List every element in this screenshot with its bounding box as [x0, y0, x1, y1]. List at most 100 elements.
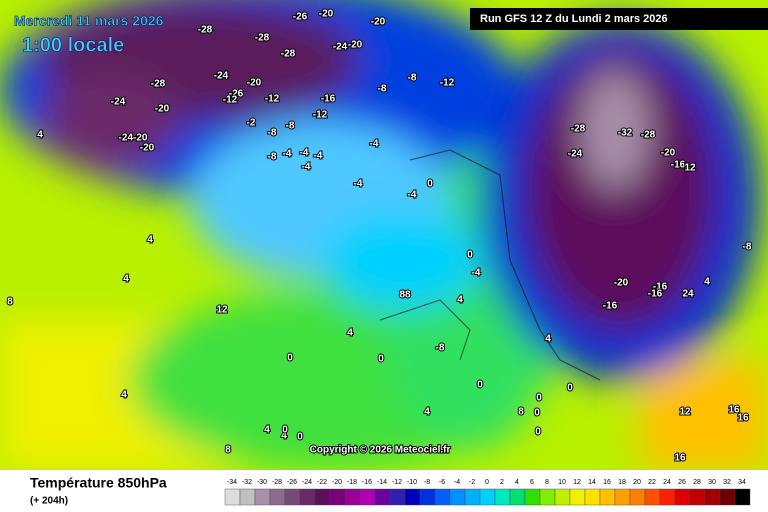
contour-label: -8 [286, 121, 295, 132]
scale-label: -34 [227, 479, 237, 486]
color-scale: -34 -32 -30 -28 -26 -24 -22 -20 -18 -16 -14 -12 -10-… [224, 479, 751, 506]
scale-label: 20 [633, 479, 641, 486]
scale-label: 8 [545, 479, 549, 486]
scale-swatch [434, 488, 451, 506]
contour-label: -20 [155, 104, 170, 115]
contour-label: -20 [614, 278, 629, 289]
scale-swatch [629, 488, 646, 506]
contour-label: -28 [198, 25, 213, 36]
scale-swatch [689, 488, 706, 506]
contour-label: -24 [333, 42, 348, 53]
scale-swatch [344, 488, 361, 506]
scale-label: -24 [302, 479, 312, 486]
forecast-time: 1:00 locale [22, 34, 124, 56]
scale-swatch [509, 488, 526, 506]
scale-label: 12 [573, 479, 581, 486]
contour-label: -8 [436, 343, 445, 354]
contour-label: 0 [567, 383, 573, 394]
scale-label: 26 [678, 479, 686, 486]
scale-label: 24 [663, 479, 671, 486]
contour-label: 4 [704, 277, 710, 288]
map-background [0, 0, 768, 470]
scale-swatch [539, 488, 556, 506]
scale-label: 34 [738, 479, 746, 486]
contour-label: 4 [147, 235, 153, 246]
contour-label: -4 [283, 149, 292, 160]
contour-label: 4 [121, 390, 127, 401]
scale-label: 18 [618, 479, 626, 486]
contour-label: 8 [7, 297, 13, 308]
contour-label: 8 [518, 407, 524, 418]
scale-label: -12 [392, 479, 402, 486]
scale-label: -14 [377, 479, 387, 486]
contour-label: -4 [472, 268, 481, 279]
contour-label: -4 [300, 148, 309, 159]
contour-label: 4 [545, 334, 551, 345]
scale-swatch [389, 488, 406, 506]
scale-label: -8 [424, 479, 430, 486]
contour-label: -28 [571, 124, 586, 135]
scale-swatch [284, 488, 301, 506]
scale-swatch [614, 488, 631, 506]
contour-label: 4 [281, 431, 287, 442]
contour-label: 12 [679, 407, 691, 418]
scale-swatch [479, 488, 496, 506]
scale-swatch [314, 488, 331, 506]
scale-swatch [224, 488, 241, 506]
contour-label: -12 [265, 94, 280, 105]
contour-label: 88 [399, 290, 411, 301]
scale-label: 4 [515, 479, 519, 486]
contour-label: -16 [653, 282, 668, 293]
scale-swatch [359, 488, 376, 506]
contour-label: -4 [370, 139, 379, 150]
scale-swatch [674, 488, 691, 506]
scale-swatch [554, 488, 571, 506]
contour-label: -12 [440, 78, 455, 89]
scale-swatch [599, 488, 616, 506]
scale-label: 22 [648, 479, 656, 486]
contour-label: -20 [348, 40, 363, 51]
contour-label: -16 [603, 301, 618, 312]
scale-label: 30 [708, 479, 716, 486]
scale-swatch [494, 488, 511, 506]
contour-label: -24-20 [119, 133, 148, 144]
contour-label: -26 [229, 89, 244, 100]
contour-label: 0 [378, 354, 384, 365]
scale-swatch [569, 488, 586, 506]
scale-swatch [404, 488, 421, 506]
scale-swatch [659, 488, 676, 506]
run-info: Run GFS 12 Z du Lundi 2 mars 2026 [480, 13, 668, 25]
contour-labels: -28-28-28-24 -20-20-26 -20-28-24-20-26-12-… [6, 8, 753, 465]
scale-label: 14 [588, 479, 596, 486]
contour-label: 16 [737, 413, 749, 424]
contour-label: -16 [671, 160, 686, 171]
scale-label: -4 [454, 479, 460, 486]
contour-label: 0 [297, 432, 303, 443]
scale-label: -18 [347, 479, 357, 486]
contour-label: -28 [281, 49, 296, 60]
contour-label: 0 [282, 425, 288, 436]
scale-label: -16 [362, 479, 372, 486]
contour-label: -20 [661, 148, 676, 159]
contour-label: 0 [535, 427, 541, 438]
scale-label: 10 [558, 479, 566, 486]
contour-label: -12 [223, 95, 238, 106]
scale-swatch [464, 488, 481, 506]
contour-label: -28 [641, 130, 656, 141]
scale-label: -6 [439, 479, 445, 486]
scale-swatch [329, 488, 346, 506]
contour-label: -20 [247, 78, 262, 89]
contour-label: -4 [314, 151, 323, 162]
contour-label: -2 [247, 118, 256, 129]
contour-label: 8 [225, 445, 231, 456]
contour-label: -24 [568, 149, 583, 160]
contour-label: -24 [111, 97, 126, 108]
contour-label: -8 [268, 152, 277, 163]
scale-label: 0 [485, 479, 489, 486]
contour-label: 16 [674, 453, 686, 464]
scale-label: -20 [332, 479, 342, 486]
contour-label: 4 [264, 425, 270, 436]
footer-lead: (+ 204h) [30, 496, 68, 507]
contour-label: -20 [371, 17, 386, 28]
